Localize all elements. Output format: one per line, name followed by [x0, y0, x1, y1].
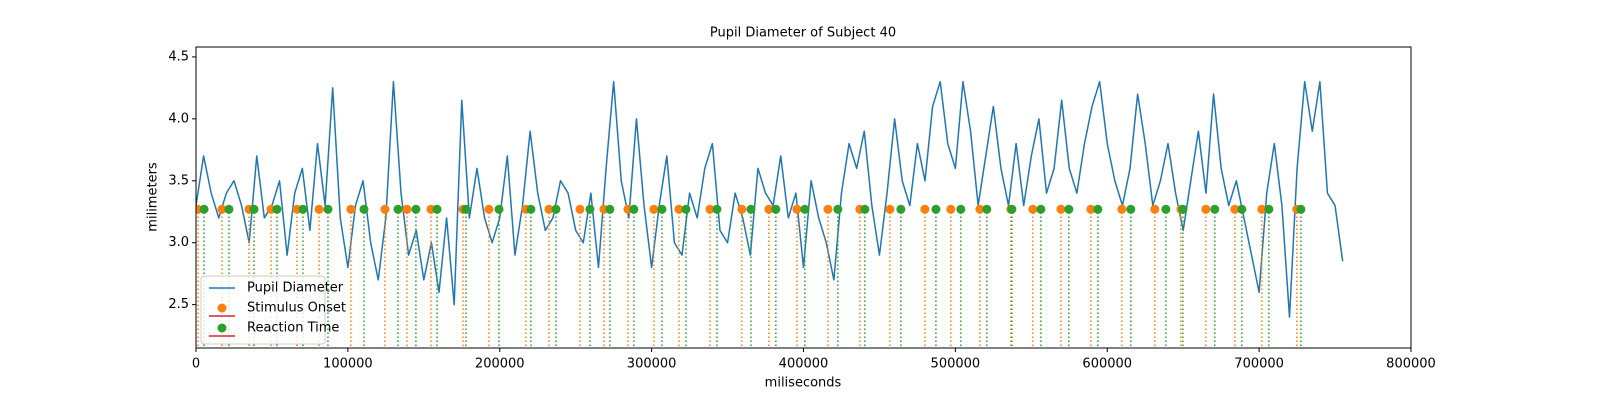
- stem-marker: [411, 204, 421, 214]
- stem-marker: [323, 204, 333, 214]
- y-axis-label: milimeters: [146, 162, 161, 232]
- x-tick-label: 400000: [779, 357, 829, 372]
- stem-marker: [800, 204, 810, 214]
- stem-marker: [314, 204, 324, 214]
- stem-marker: [1086, 204, 1096, 214]
- y-tick-label: 3.5: [168, 173, 189, 188]
- stem-marker: [956, 204, 966, 214]
- stem-marker: [224, 204, 234, 214]
- stem-marker: [649, 204, 659, 214]
- stem-marker: [1064, 204, 1074, 214]
- stem-marker: [792, 204, 802, 214]
- stem-marker: [494, 204, 504, 214]
- x-tick-label: 500000: [931, 357, 981, 372]
- stem-marker: [946, 204, 956, 214]
- x-tick-label: 300000: [627, 357, 677, 372]
- y-tick-label: 4.0: [168, 111, 189, 126]
- legend-label: Stimulus Onset: [247, 301, 346, 316]
- stem-marker: [1257, 204, 1267, 214]
- legend: Pupil Diameter Stimulus Onset Reaction Tim…: [200, 275, 346, 345]
- stem-marker: [674, 204, 684, 214]
- stem-marker: [1178, 204, 1188, 214]
- stem-marker: [1237, 204, 1247, 214]
- stem-marker: [359, 204, 369, 214]
- stem-marker: [585, 204, 595, 214]
- x-tick-label: 700000: [1234, 357, 1284, 372]
- stem-marker: [605, 204, 615, 214]
- stem-marker: [885, 204, 895, 214]
- legend-marker: [217, 323, 227, 333]
- stem-marker: [461, 204, 471, 214]
- stem-marker: [199, 204, 209, 214]
- legend-marker: [217, 303, 227, 313]
- pupil-line: [196, 80, 1344, 318]
- legend-box: [200, 275, 326, 345]
- legend-label: Reaction Time: [247, 321, 339, 336]
- x-tick-label: 800000: [1386, 357, 1436, 372]
- y-tick-label: 4.5: [168, 49, 189, 64]
- stem-marker: [860, 204, 870, 214]
- stem-marker: [249, 204, 259, 214]
- x-tick-label: 0: [192, 357, 200, 372]
- stem-marker: [975, 204, 985, 214]
- stem-marker: [402, 204, 412, 214]
- stem-marker: [1117, 204, 1127, 214]
- stem-marker: [393, 204, 403, 214]
- stem-marker: [681, 204, 691, 214]
- stem-marker: [629, 204, 639, 214]
- stem-marker: [657, 204, 667, 214]
- stem-marker: [575, 204, 585, 214]
- stem-marker: [298, 204, 308, 214]
- stem-marker: [551, 204, 561, 214]
- x-tick-label: 600000: [1082, 357, 1132, 372]
- x-axis-label: miliseconds: [765, 376, 842, 391]
- stem-marker: [920, 204, 930, 214]
- plot-area: [196, 80, 1344, 348]
- stem-marker: [931, 204, 941, 214]
- stem-marker: [771, 204, 781, 214]
- stem-marker: [1210, 204, 1220, 214]
- stem-marker: [1036, 204, 1046, 214]
- stem-marker: [746, 204, 756, 214]
- stem-marker: [484, 204, 494, 214]
- stem-marker: [1093, 204, 1103, 214]
- stem-marker: [833, 204, 843, 214]
- stem-marker: [982, 204, 992, 214]
- stem-marker: [1007, 204, 1017, 214]
- stem-marker: [432, 204, 442, 214]
- stem-marker: [1028, 204, 1038, 214]
- stem-marker: [1264, 204, 1274, 214]
- stem-marker: [272, 204, 282, 214]
- chart-title: Pupil Diameter of Subject 40: [710, 26, 896, 41]
- stem-marker: [217, 204, 227, 214]
- stem-marker: [1126, 204, 1136, 214]
- y-tick-label: 2.5: [168, 297, 189, 312]
- stem-marker: [737, 204, 747, 214]
- stem-marker: [1056, 204, 1066, 214]
- y-tick-label: 3.0: [168, 235, 189, 250]
- stem-marker: [544, 204, 554, 214]
- stem-marker: [896, 204, 906, 214]
- stem-marker: [1296, 204, 1306, 214]
- stem-marker: [380, 204, 390, 214]
- x-tick-label: 100000: [323, 357, 373, 372]
- stem-marker: [1201, 204, 1211, 214]
- stem-marker: [705, 204, 715, 214]
- legend-label: Pupil Diameter: [247, 281, 344, 296]
- stem-marker: [823, 204, 833, 214]
- stem-marker: [346, 204, 356, 214]
- stem-marker: [764, 204, 774, 214]
- stem-marker: [1230, 204, 1240, 214]
- stem-marker: [712, 204, 722, 214]
- x-tick-label: 200000: [475, 357, 525, 372]
- stem-marker: [1150, 204, 1160, 214]
- stem-marker: [526, 204, 536, 214]
- stem-marker: [1161, 204, 1171, 214]
